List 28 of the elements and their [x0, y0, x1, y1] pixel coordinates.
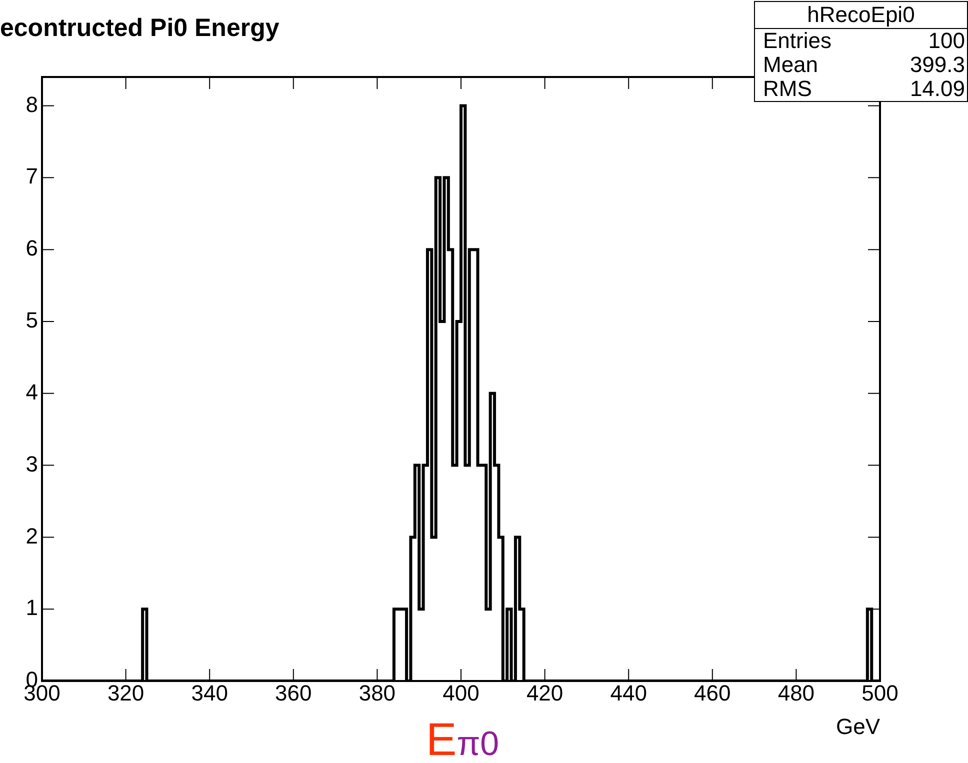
chart-title: econtructed Pi0 Energy [0, 14, 280, 43]
x-tick-label: 480 [778, 680, 815, 706]
annotation: Mean [763, 52, 818, 77]
y-tick-label: 6 [26, 236, 38, 261]
text: Eπ0 [426, 713, 500, 763]
text: Entries [763, 28, 832, 53]
x-tick-label: 400 [442, 680, 480, 706]
y-tick-label: 2 [26, 523, 38, 548]
y-tick-label: 1 [26, 595, 38, 620]
text: 399.3 [910, 52, 965, 77]
y-tick-label: 4 [26, 379, 38, 404]
x-axis-title: GeV [836, 714, 880, 740]
x-tick-label: 460 [694, 680, 731, 706]
x-tick-label: 440 [610, 680, 647, 706]
x-tick-label: 360 [275, 680, 312, 706]
annotation: RMS [763, 76, 812, 101]
x-tick-label: 420 [526, 680, 564, 706]
y-tick-label: 7 [26, 164, 38, 189]
x-tick-label: 500 [862, 680, 898, 706]
y-tick-label: 3 [26, 451, 38, 476]
x-tick-label: 380 [358, 680, 396, 706]
x-tick-label: 320 [107, 680, 144, 706]
x-tick-label: 340 [191, 680, 228, 706]
y-tick-label: 5 [26, 308, 38, 333]
text: 14.09 [910, 76, 965, 101]
text: 100 [928, 28, 965, 53]
text: hRecoEpi0 [755, 2, 967, 29]
y-tick-label: 8 [26, 92, 38, 117]
